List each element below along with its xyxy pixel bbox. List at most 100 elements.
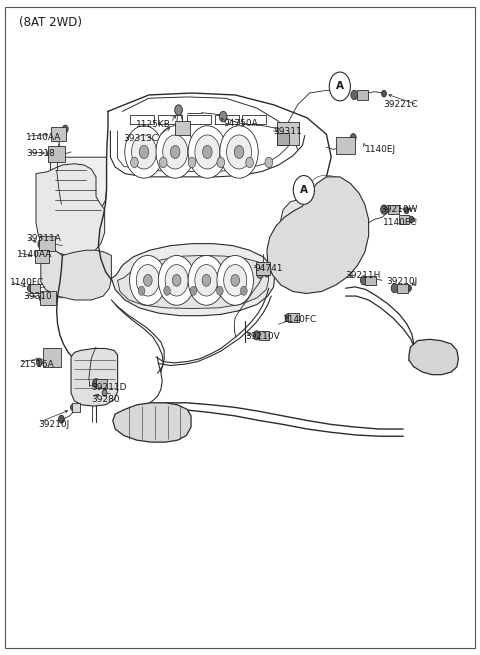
Circle shape [172,274,181,286]
Circle shape [164,286,170,295]
Text: 39211D: 39211D [91,383,127,392]
Bar [357,90,368,100]
Bar [96,379,107,388]
Circle shape [158,255,195,305]
Circle shape [156,126,194,178]
Circle shape [217,157,225,168]
Circle shape [102,390,107,396]
Text: 39280: 39280 [91,395,120,404]
Bar [43,348,61,367]
Circle shape [48,149,53,157]
Circle shape [224,265,247,296]
Polygon shape [113,403,191,442]
Circle shape [227,135,252,169]
Circle shape [195,265,218,296]
Circle shape [36,358,42,366]
Polygon shape [111,244,275,316]
Circle shape [59,415,64,423]
Circle shape [404,207,409,214]
Circle shape [188,126,227,178]
Circle shape [71,404,75,411]
Circle shape [285,314,291,322]
Circle shape [234,145,244,159]
Circle shape [163,135,188,169]
Text: 1140EJ: 1140EJ [365,145,396,154]
Circle shape [407,285,411,291]
Text: 39310: 39310 [23,291,52,301]
Circle shape [175,105,182,115]
Polygon shape [71,348,118,406]
Text: 1125KB: 1125KB [135,120,170,129]
Text: 39318: 39318 [26,149,55,159]
Circle shape [131,157,138,168]
Bar [397,284,408,293]
Circle shape [38,240,44,248]
Circle shape [219,111,227,122]
Bar [51,127,66,141]
Bar [399,215,409,224]
Circle shape [203,145,212,159]
Circle shape [409,216,414,223]
Circle shape [381,205,387,214]
Bar [48,146,65,162]
Polygon shape [118,255,269,309]
Polygon shape [36,164,105,255]
Polygon shape [281,189,344,244]
Circle shape [265,157,273,168]
Circle shape [360,276,367,285]
Circle shape [165,265,188,296]
Circle shape [231,274,240,286]
Circle shape [391,284,398,293]
Text: A: A [300,185,308,195]
Circle shape [217,255,253,305]
Text: 1140FC: 1140FC [10,278,44,288]
Circle shape [195,135,220,169]
Text: A: A [336,81,344,92]
Circle shape [264,271,269,277]
Text: 1140FC: 1140FC [384,218,418,227]
Bar [40,291,56,305]
Bar [72,403,80,412]
Circle shape [190,286,197,295]
Text: 39313C: 39313C [123,134,158,143]
Circle shape [93,379,99,388]
Text: 39210J: 39210J [386,277,418,286]
Circle shape [351,90,358,100]
Circle shape [188,157,196,168]
Bar [277,133,289,145]
Circle shape [202,274,211,286]
Circle shape [188,255,225,305]
Circle shape [39,294,45,302]
Polygon shape [267,177,369,293]
Circle shape [130,255,166,305]
Text: 39210J: 39210J [38,420,70,429]
Text: 21516A: 21516A [19,360,54,369]
Text: 39311: 39311 [274,126,302,136]
Bar [35,250,49,263]
Bar [388,205,399,214]
Circle shape [170,145,180,159]
Circle shape [138,286,145,295]
Circle shape [136,265,159,296]
Circle shape [144,274,152,286]
Circle shape [62,125,68,133]
Bar [259,331,269,340]
Text: 1140AA: 1140AA [26,133,62,142]
Text: 39311A: 39311A [26,234,61,243]
Bar [277,122,299,145]
Bar [365,276,376,285]
Circle shape [139,145,149,159]
Circle shape [350,134,356,141]
Circle shape [253,331,260,340]
Bar [30,284,40,293]
Circle shape [240,286,247,295]
Bar [288,313,299,322]
Circle shape [246,157,253,168]
Polygon shape [50,157,107,216]
Circle shape [293,176,314,204]
Text: 39210V: 39210V [245,331,279,341]
Text: 39211H: 39211H [346,271,381,280]
Polygon shape [409,339,458,375]
Text: 1140AA: 1140AA [17,250,52,259]
Circle shape [382,90,386,97]
